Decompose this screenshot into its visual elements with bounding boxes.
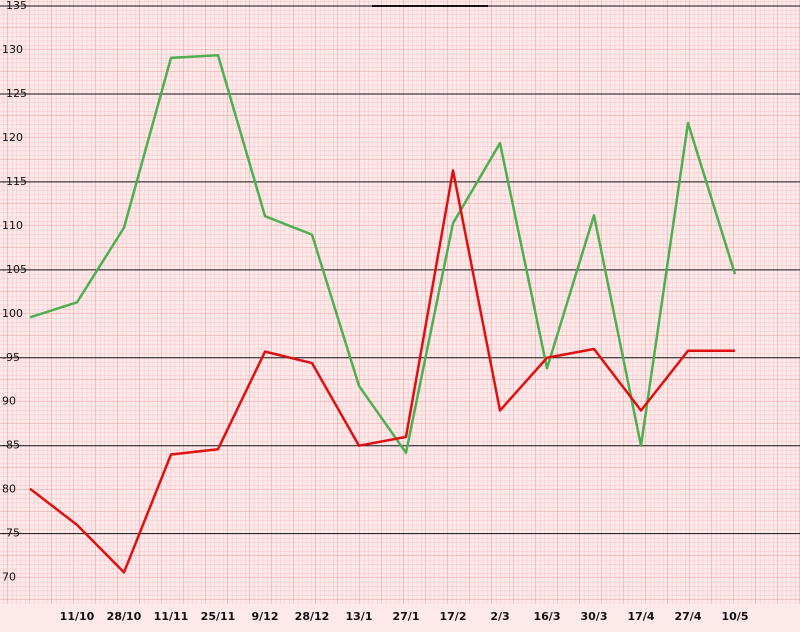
y-tick-label: -125	[2, 87, 27, 100]
y-tick-label: 110	[2, 219, 23, 232]
y-tick-label: -105	[2, 263, 27, 276]
y-tick-label: 120	[2, 131, 23, 144]
y-tick-label: -115	[2, 175, 27, 188]
x-tick-label: 28/10	[107, 610, 142, 623]
x-tick-label: 17/2	[440, 610, 467, 623]
y-tick-label: -135	[2, 0, 27, 12]
y-tick-label: 130	[2, 43, 23, 56]
y-tick-label: -85	[2, 439, 20, 452]
x-tick-label: 13/1	[346, 610, 373, 623]
x-tick-label: 11/11	[154, 610, 189, 623]
y-tick-label: 90	[2, 395, 16, 408]
x-tick-label: 10/5	[722, 610, 749, 623]
x-tick-label: 9/12	[252, 610, 279, 623]
y-tick-label: -75	[2, 527, 20, 540]
series-line	[29, 53, 737, 454]
x-tick-label: 27/4	[675, 610, 702, 623]
x-tick-label: 17/4	[628, 610, 655, 623]
y-tick-label: 80	[2, 483, 16, 496]
y-tick-label: 100	[2, 307, 23, 320]
x-tick-label: 16/3	[534, 610, 561, 623]
y-tick-label: -95	[2, 351, 20, 364]
graph-paper	[0, 0, 800, 604]
x-tick-label: 30/3	[581, 610, 608, 623]
y-tick-label: 70	[2, 571, 16, 584]
x-tick-label: 11/10	[60, 610, 95, 623]
x-tick-label: 28/12	[295, 610, 330, 623]
x-tick-label: 2/3	[490, 610, 509, 623]
x-tick-label: 25/11	[201, 610, 236, 623]
series-line	[29, 169, 735, 574]
x-tick-label: 27/1	[393, 610, 420, 623]
